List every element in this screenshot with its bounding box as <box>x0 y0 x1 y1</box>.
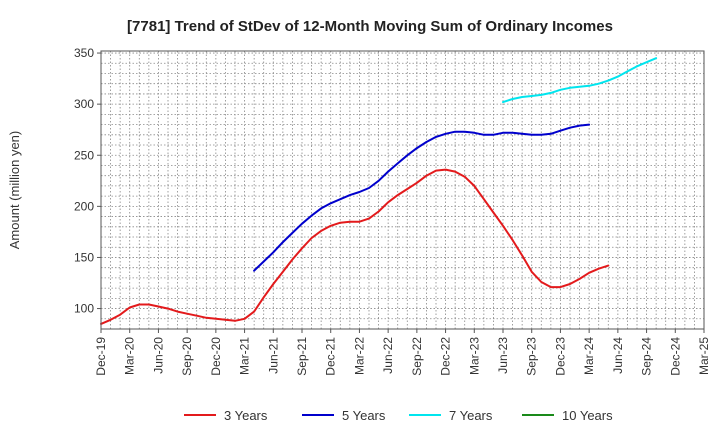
y-tick-label: 300 <box>74 97 94 111</box>
x-tick-label: Mar-23 <box>467 337 481 375</box>
y-tick-label: 250 <box>74 148 94 162</box>
x-tick-label: Dec-20 <box>209 337 223 376</box>
x-tick-label: Jun-20 <box>151 337 165 374</box>
x-tick-label: Sep-21 <box>295 337 309 376</box>
x-tick-label: Sep-22 <box>410 337 424 376</box>
y-axis-label: Amount (million yen) <box>7 131 22 250</box>
x-axis-ticks: Dec-19 Mar-20 Jun-20 Sep-20 Dec-20 Mar-21 Jun-… <box>94 329 711 376</box>
series-lines <box>100 57 658 325</box>
x-tick-label: Dec-24 <box>668 337 682 376</box>
x-tick-label: Mar-21 <box>238 337 252 375</box>
series-line-1 <box>100 168 610 325</box>
legend-label-4: 10 Years <box>562 408 613 423</box>
y-tick-label: 100 <box>74 302 94 316</box>
series-line-2 <box>253 123 591 272</box>
x-tick-label: Jun-22 <box>381 337 395 374</box>
legend-label-1: 3 Years <box>224 408 268 423</box>
x-tick-label: Dec-23 <box>553 337 567 376</box>
x-tick-label: Dec-22 <box>439 337 453 376</box>
x-tick-label: Mar-20 <box>123 337 137 375</box>
plot-frame <box>100 50 705 330</box>
x-tick-label: Dec-19 <box>94 337 108 376</box>
x-tick-label: Dec-21 <box>324 337 338 376</box>
legend: 3 Years 5 Years 7 Years 10 Years <box>184 408 613 423</box>
x-tick-label: Sep-24 <box>640 337 654 376</box>
x-tick-label: Sep-23 <box>525 337 539 376</box>
chart-title: [7781] Trend of StDev of 12-Month Moving… <box>127 18 613 35</box>
y-tick-label: 350 <box>74 46 94 60</box>
x-tick-label: Jun-23 <box>496 337 510 374</box>
x-tick-label: Jun-24 <box>611 337 625 374</box>
x-tick-label: Sep-20 <box>180 337 194 376</box>
grid <box>101 51 704 330</box>
y-axis-ticks: 100 150 200 250 300 350 <box>74 46 101 316</box>
series-line-3 <box>502 57 658 104</box>
x-tick-label: Mar-22 <box>352 337 366 375</box>
x-tick-label: Mar-24 <box>582 337 596 375</box>
x-tick-label: Jun-21 <box>266 337 280 374</box>
legend-label-2: 5 Years <box>342 408 386 423</box>
y-tick-label: 150 <box>74 250 94 264</box>
y-tick-label: 200 <box>74 199 94 213</box>
legend-label-3: 7 Years <box>449 408 493 423</box>
x-tick-label: Mar-25 <box>697 337 711 375</box>
